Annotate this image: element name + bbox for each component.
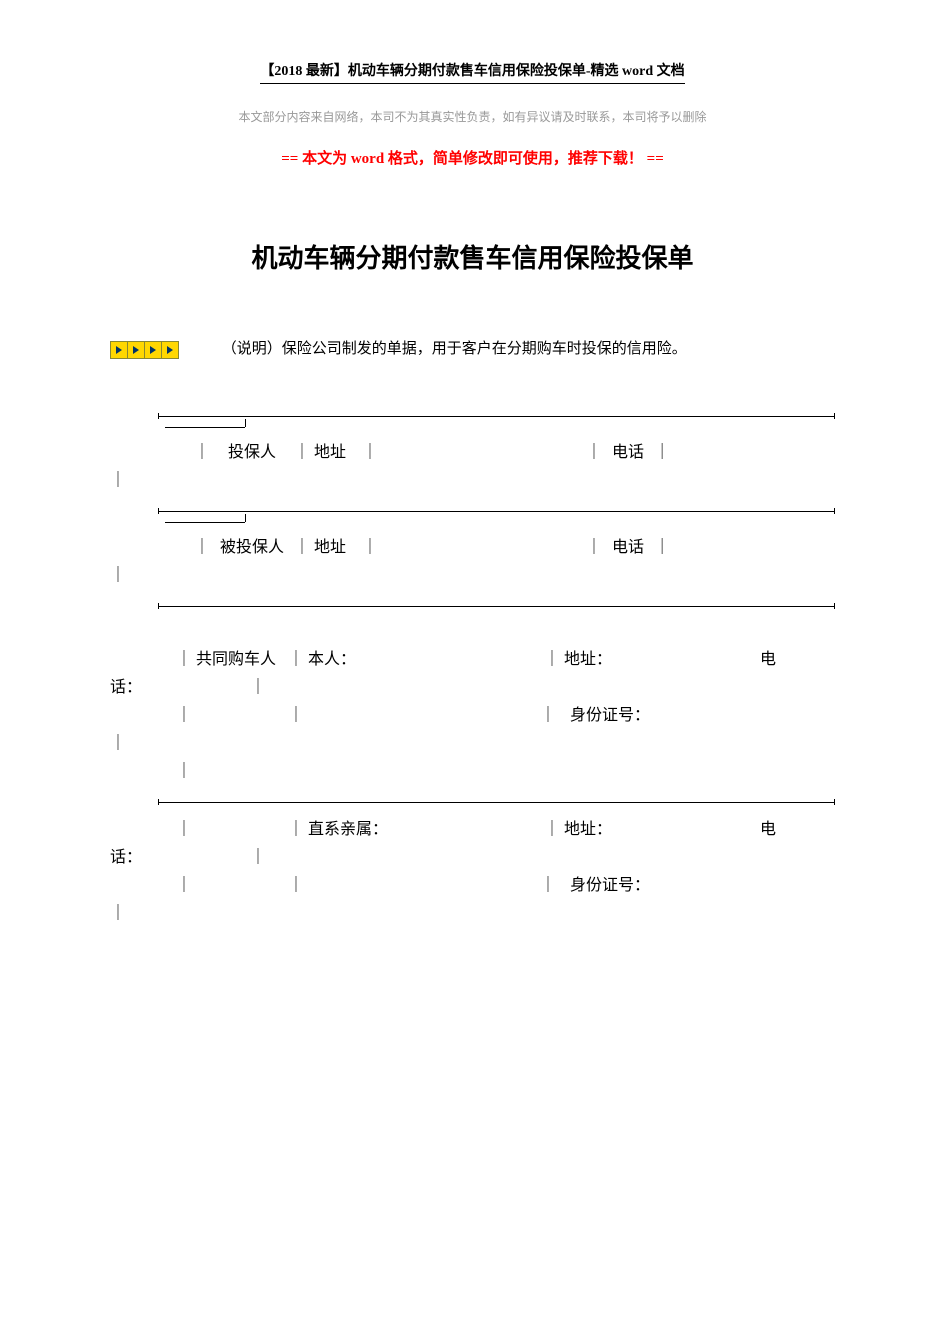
description-block: （说明）保险公司制发的单据，用于客户在分期购车时投保的信用险。 — [110, 335, 835, 363]
form-row-applicant: ｜ 投保人 ｜ 地址 ｜ ｜ 电话 ｜ — [110, 438, 835, 462]
label-address: 地址 — [314, 533, 358, 557]
label-idcard: 身份证号： — [570, 877, 650, 894]
form-block-cobuyer-self: ｜ 共同购车人 ｜ 本人： ｜ 地址： 电 话： ｜ ｜ ｜ ｜ 身份证号： ｜… — [110, 603, 835, 781]
label-idcard: 身份证号： — [570, 707, 650, 724]
form-row-idcard-self: ｜ ｜ ｜ 身份证号： — [110, 701, 835, 725]
label-insured: 被投保人 — [214, 533, 290, 557]
label-phone: 电话 — [606, 438, 650, 462]
form-block-relative: ｜ ｜ 直系亲属： ｜ 地址： 电 话： ｜ ｜ ｜ ｜ 身份证号： ｜ — [110, 799, 835, 923]
label-phone-suffix: 话： — [110, 849, 142, 866]
label-phone: 电话 — [606, 533, 650, 557]
page-header-title: 【2018 最新】机动车辆分期付款售车信用保险投保单-精选 word 文档 — [260, 60, 684, 84]
form-row-relative: ｜ ｜ 直系亲属： ｜ 地址： 电 — [110, 815, 835, 839]
label-cobuyer: 共同购车人 — [196, 645, 284, 669]
label-address: 地址 — [314, 438, 358, 462]
label-self: 本人： — [308, 645, 366, 669]
format-notice: == 本文为 word 格式，简单修改即可使用，推荐下载！ == — [110, 147, 835, 168]
form-block-insured: ｜ 被投保人 ｜ 地址 ｜ ｜ 电话 ｜ ｜ — [110, 508, 835, 585]
label-address: 地址： — [564, 815, 622, 839]
label-address: 地址： — [564, 645, 622, 669]
disclaimer-text: 本文部分内容来自网络，本司不为其真实性负责，如有异议请及时联系，本司将予以删除 — [110, 108, 835, 125]
arrow-decorations — [110, 335, 178, 363]
form-block-applicant: ｜ 投保人 ｜ 地址 ｜ ｜ 电话 ｜ ｜ — [110, 413, 835, 490]
description-text: （说明）保险公司制发的单据，用于客户在分期购车时投保的信用险。 — [222, 341, 687, 357]
label-phone-prefix: 电 — [760, 651, 776, 668]
arrow-icon — [110, 341, 128, 359]
label-relative: 直系亲属： — [308, 815, 396, 839]
arrow-icon — [127, 341, 145, 359]
label-applicant: 投保人 — [214, 438, 290, 462]
label-phone-suffix: 话： — [110, 679, 142, 696]
arrow-icon — [144, 341, 162, 359]
form-row-insured: ｜ 被投保人 ｜ 地址 ｜ ｜ 电话 ｜ — [110, 533, 835, 557]
label-phone-prefix: 电 — [760, 821, 776, 838]
document-main-title: 机动车辆分期付款售车信用保险投保单 — [110, 238, 835, 275]
form-row-idcard-relative: ｜ ｜ ｜ 身份证号： — [110, 871, 835, 895]
form-row-cobuyer-self: ｜ 共同购车人 ｜ 本人： ｜ 地址： 电 — [110, 645, 835, 669]
arrow-icon — [161, 341, 179, 359]
